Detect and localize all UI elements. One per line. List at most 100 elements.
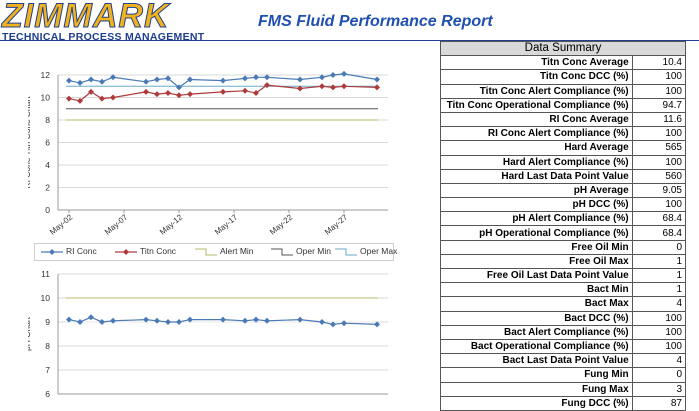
data-point-ph bbox=[220, 316, 226, 323]
legend-swatch-oper-max bbox=[335, 248, 357, 256]
data-point-ph bbox=[319, 319, 325, 325]
summary-label: Bact Min bbox=[440, 282, 633, 298]
ph-chart: 6 7 8 9 10 11 pH Chart bbox=[28, 269, 388, 399]
data-point-titn-conc bbox=[66, 95, 72, 102]
summary-row: Bact DCC (%) 100 bbox=[440, 310, 687, 326]
legend-label-ri-conc: RI Conc bbox=[66, 246, 97, 256]
data-point-titn-conc bbox=[154, 91, 160, 98]
summary-row: Free Oil Last Data Point Value 1 bbox=[440, 267, 687, 284]
legend-item-ri-conc: RI Conc bbox=[41, 246, 97, 256]
x-tick-label: May-12 bbox=[158, 212, 185, 236]
summary-label: Titn Conc DCC (%) bbox=[440, 69, 633, 85]
summary-row: Bact Max 4 bbox=[440, 296, 687, 312]
summary-label: Bact Max bbox=[440, 296, 633, 312]
summary-label: Titn Conc Operational Compliance (%) bbox=[440, 97, 633, 113]
legend-item-alert-min: Alert Min bbox=[195, 246, 254, 256]
summary-row: Hard Last Data Point Value 560 bbox=[440, 168, 687, 184]
summary-value: 100 bbox=[631, 154, 687, 170]
summary-row: Titn Conc DCC (%) 100 bbox=[440, 69, 687, 85]
summary-value: 0 bbox=[631, 239, 687, 255]
summary-value: 100 bbox=[631, 83, 687, 99]
report-title: FMS Fluid Performance Report bbox=[258, 13, 493, 30]
y-tick-label: 12 bbox=[41, 70, 51, 80]
summary-value: 68.4 bbox=[631, 225, 687, 241]
legend-label-alert-min: Alert Min bbox=[220, 246, 254, 256]
summary-label: Titn Conc Average bbox=[440, 55, 633, 71]
summary-row: pH Operational Compliance (%) 68.4 bbox=[440, 225, 687, 241]
summary-label: pH Alert Compliance (%) bbox=[440, 211, 633, 227]
data-point-ri-conc bbox=[143, 78, 149, 85]
summary-row: Bact Last Data Point Value 4 bbox=[440, 353, 687, 369]
summary-row: Free Oil Min 0 bbox=[440, 239, 687, 255]
summary-label: Hard Last Data Point Value bbox=[440, 168, 633, 184]
data-point-ri-conc bbox=[341, 70, 347, 77]
data-point-titn-conc bbox=[176, 92, 182, 99]
data-point-ph bbox=[66, 316, 72, 323]
data-point-titn-conc bbox=[187, 91, 193, 98]
summary-label: Bact Alert Compliance (%) bbox=[440, 324, 633, 340]
summary-row: Free Oil Max 1 bbox=[440, 253, 687, 270]
summary-row: Bact Min 1 bbox=[440, 282, 687, 298]
data-point-titn-conc bbox=[165, 90, 171, 96]
summary-value: 1 bbox=[631, 282, 687, 298]
summary-row: RI Conc Alert Compliance (%) 100 bbox=[440, 126, 687, 142]
data-point-ph bbox=[374, 321, 380, 328]
summary-row: Fung DCC (%) 87 bbox=[440, 395, 687, 411]
data-point-ri-conc bbox=[297, 76, 303, 83]
summary-row: Hard Alert Compliance (%) 100 bbox=[440, 154, 687, 170]
data-point-ph bbox=[143, 316, 149, 323]
legend-item-oper-max: Oper Max bbox=[335, 246, 397, 256]
data-point-titn-conc bbox=[110, 94, 116, 101]
summary-title: Data Summary bbox=[440, 40, 686, 57]
summary-label: Bact Operational Compliance (%) bbox=[440, 338, 633, 355]
logo-wordmark: ZIMMARK bbox=[2, 0, 170, 35]
summary-row: Titn Conc Average 10.4 bbox=[440, 55, 687, 71]
data-point-ri-conc bbox=[66, 77, 72, 84]
legend-swatch-titn-conc bbox=[115, 248, 137, 255]
summary-value: 100 bbox=[631, 338, 687, 355]
summary-label: Free Oil Min bbox=[440, 239, 633, 255]
y-tick-label: 6 bbox=[45, 138, 50, 148]
summary-value: 100 bbox=[631, 126, 687, 142]
summary-label: Fung Min bbox=[440, 367, 633, 383]
data-point-ph bbox=[99, 319, 105, 325]
data-point-titn-conc bbox=[264, 82, 270, 89]
data-point-ph bbox=[264, 317, 270, 324]
data-point-ri-conc bbox=[220, 77, 226, 84]
data-point-ri-conc bbox=[187, 76, 193, 83]
data-point-ph bbox=[297, 316, 303, 323]
data-point-titn-conc bbox=[341, 83, 347, 90]
data-point-ri-conc bbox=[110, 74, 116, 81]
summary-label: Fung DCC (%) bbox=[440, 395, 633, 411]
data-point-ri-conc bbox=[99, 78, 105, 85]
legend-swatch-alert-min bbox=[195, 248, 217, 256]
summary-value: 94.7 bbox=[631, 97, 687, 113]
y-axis-title: RI Conc Titn Conc Chart bbox=[28, 96, 32, 189]
summary-row: RI Conc Average 11.6 bbox=[440, 111, 687, 128]
data-point-ph bbox=[77, 319, 83, 325]
data-point-ri-conc bbox=[88, 76, 94, 83]
summary-row: Hard Average 565 bbox=[440, 140, 687, 156]
summary-value: 4 bbox=[631, 296, 687, 312]
data-point-ph bbox=[253, 316, 259, 323]
logo-tagline: TECHNICAL PROCESS MANAGEMENT bbox=[2, 31, 205, 43]
summary-row: pH Alert Compliance (%) 68.4 bbox=[440, 211, 687, 227]
summary-row: Fung Max 3 bbox=[440, 381, 687, 397]
summary-value: 1 bbox=[631, 267, 687, 284]
legend-label-oper-min: Oper Min bbox=[296, 246, 331, 256]
data-point-ri-conc bbox=[253, 74, 259, 81]
summary-value: 4 bbox=[631, 353, 687, 369]
data-point-titn-conc bbox=[143, 88, 149, 95]
company-logo: ZIMMARK TECHNICAL PROCESS MANAGEMENT bbox=[2, 0, 210, 43]
summary-value: 560 bbox=[631, 168, 687, 184]
data-point-ri-conc bbox=[154, 76, 160, 83]
ri-titn-conc-chart: 0 2 4 6 8 10 12 May-02 May-07 May-12 May-17 May-22 M… bbox=[28, 70, 388, 237]
summary-value: 100 bbox=[631, 197, 687, 213]
summary-label: Fung Max bbox=[440, 381, 633, 397]
legend-item-oper-min: Oper Min bbox=[271, 246, 331, 256]
data-point-ph bbox=[154, 317, 160, 324]
data-point-titn-conc bbox=[297, 85, 303, 92]
data-point-titn-conc bbox=[77, 97, 83, 104]
summary-value: 100 bbox=[631, 310, 687, 326]
x-tick-label: May-07 bbox=[103, 212, 130, 236]
